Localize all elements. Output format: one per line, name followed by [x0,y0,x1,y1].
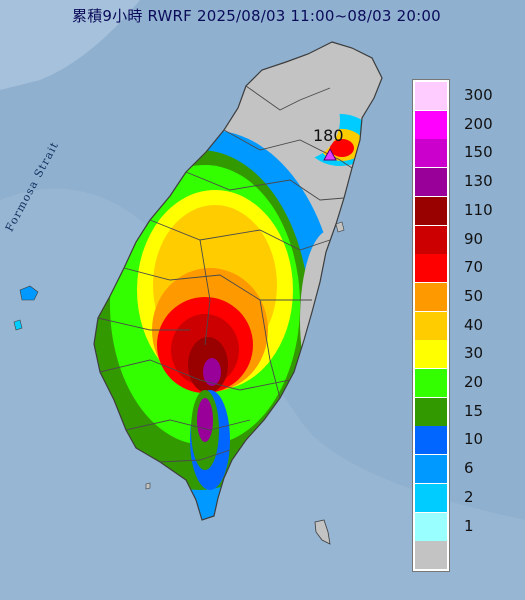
rainfall-shading [94,80,374,520]
color-legend [412,79,450,572]
legend-swatch [415,369,447,397]
triangle-marker [323,147,337,161]
legend-label: 30 [464,344,484,363]
legend-swatch [415,168,447,197]
legend-label: 70 [464,258,484,277]
legend-swatch [415,311,447,340]
legend-swatch [415,196,447,225]
legend-swatch [415,455,447,484]
legend-swatch [415,82,447,110]
penghu-islet [13,319,23,331]
legend-label: 200 [464,114,493,133]
legend-label: 130 [464,172,493,191]
legend-swatch [415,282,447,311]
legend-label: 40 [464,315,484,334]
legend-label: 20 [464,373,484,391]
cloud-patch-nw [0,0,140,90]
rain-south-130mm [197,398,213,442]
legend-label: 50 [464,286,484,305]
legend-swatch [415,254,447,283]
legend-swatch [415,139,447,168]
legend-label: 2 [464,487,474,506]
legend-label: 10 [464,430,484,449]
legend-label: 300 [464,86,493,104]
legend-label: 1 [464,516,474,535]
legend-label: 90 [464,229,484,248]
legend-swatch [415,110,447,139]
legend-swatch [415,225,447,254]
no-rain-north [260,80,340,160]
coastline [93,41,383,521]
legend-label: 150 [464,143,493,162]
legend-label: 6 [464,459,474,478]
legend-label: 110 [464,200,493,219]
county-borders [97,85,353,463]
legend-swatch [415,512,447,541]
peak-value-label: 180 [313,126,344,145]
legend-swatch [415,340,447,369]
rain-130mm [203,358,221,386]
rain-ne-70mm [330,139,354,157]
legend-label: 15 [464,401,484,420]
guishan-island [335,221,345,233]
legend-swatch [415,541,447,570]
offshore-islands [13,221,345,545]
legend-swatch [415,483,447,512]
liuqiu-island [145,482,151,490]
legend-swatch [415,426,447,455]
legend-swatch [415,397,447,426]
orchid-island [314,519,331,545]
map-title: 累積9小時 RWRF 2025/08/03 11:00~08/03 20:00 [72,7,441,25]
penghu-island [19,285,39,301]
